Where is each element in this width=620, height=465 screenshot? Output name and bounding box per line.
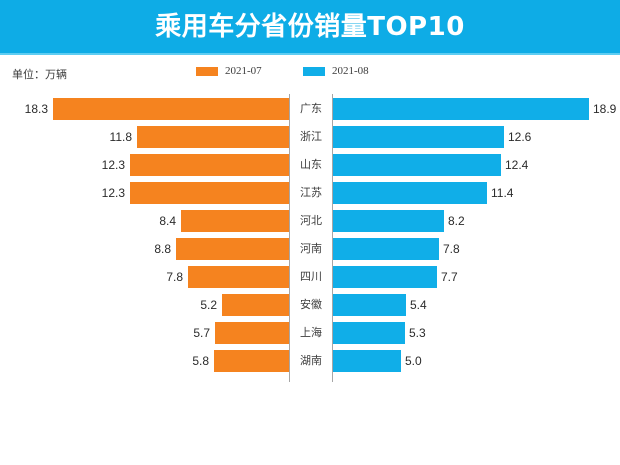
bar-2021-08[interactable] [333,182,487,204]
chart-row: 7.8 四川 7.7 [0,262,620,290]
value-label-2021-08: 5.4 [410,298,427,312]
value-label-2021-07: 5.7 [193,326,210,340]
bar-2021-07[interactable] [130,182,289,204]
category-label: 山东 [300,158,322,171]
axis-line-left [289,94,290,382]
legend-item-2021-08[interactable]: 2021-08 [303,65,369,77]
value-label-2021-07: 18.3 [24,102,48,116]
bar-2021-07[interactable] [214,350,289,372]
bar-2021-08[interactable] [333,210,444,232]
legend-swatch-orange-icon [196,66,218,76]
chart-rows-container: 18.3 广东 18.9 11.8 浙江 12.6 12.3 山东 12.4 12.3 江苏 11.4… [0,94,620,374]
bar-2021-07[interactable] [215,322,289,344]
value-label-2021-08: 5.3 [409,326,426,340]
category-label: 安徽 [300,298,322,311]
page-title: 乘用车分省份销量TOP10 [155,11,465,42]
chart-row: 5.8 湖南 5.0 [0,346,620,374]
legend-strip: 单位：万辆 2021-07 2021-08 [0,62,620,86]
value-label-2021-08: 8.2 [448,214,465,228]
value-label-2021-07: 12.3 [101,158,125,172]
bar-2021-08[interactable] [333,350,401,372]
value-label-2021-08: 18.9 [593,102,617,116]
value-label-2021-08: 5.0 [405,354,422,368]
legend-item-2021-07[interactable]: 2021-07 [196,65,262,77]
header-underline-divider [0,53,620,55]
bar-2021-07[interactable] [188,266,289,288]
category-label: 湖南 [300,354,322,367]
category-label: 浙江 [300,130,322,143]
bar-2021-08[interactable] [333,98,589,120]
value-label-2021-07: 11.8 [109,130,132,144]
chart-row: 11.8 浙江 12.6 [0,122,620,150]
category-label: 广东 [300,102,322,115]
chart-row: 5.7 上海 5.3 [0,318,620,346]
bar-2021-08[interactable] [333,126,504,148]
bar-2021-07[interactable] [53,98,289,120]
bar-2021-08[interactable] [333,266,437,288]
category-label: 河北 [300,214,322,227]
chart-row: 5.2 安徽 5.4 [0,290,620,318]
chart-row: 8.8 河南 7.8 [0,234,620,262]
value-label-2021-07: 8.8 [154,242,171,256]
bar-2021-08[interactable] [333,322,405,344]
bar-2021-07[interactable] [222,294,289,316]
axis-line-right [332,94,333,382]
value-label-2021-08: 7.8 [443,242,460,256]
value-label-2021-07: 5.8 [192,354,209,368]
value-label-2021-07: 5.2 [200,298,217,312]
category-label: 江苏 [300,186,322,199]
value-label-2021-07: 7.8 [166,270,183,284]
chart-row: 8.4 河北 8.2 [0,206,620,234]
bar-2021-08[interactable] [333,154,501,176]
bar-2021-07[interactable] [137,126,289,148]
bar-2021-07[interactable] [130,154,289,176]
legend-swatch-blue-icon [303,66,325,76]
category-label: 上海 [300,326,322,339]
category-label: 河南 [300,242,322,255]
unit-label: 单位：万辆 [12,68,67,81]
category-label: 四川 [300,270,322,283]
legend-label-2021-07: 2021-07 [225,65,262,77]
value-label-2021-08: 7.7 [441,270,458,284]
chart-plot-area: 18.3 广东 18.9 11.8 浙江 12.6 12.3 山东 12.4 12.3 江苏 11.4… [0,94,620,384]
value-label-2021-07: 8.4 [159,214,176,228]
chart-row: 12.3 江苏 11.4 [0,178,620,206]
value-label-2021-08: 11.4 [491,186,514,200]
bar-2021-08[interactable] [333,238,439,260]
bar-2021-08[interactable] [333,294,406,316]
value-label-2021-08: 12.6 [508,130,532,144]
chart-row: 12.3 山东 12.4 [0,150,620,178]
chart-row: 18.3 广东 18.9 [0,94,620,122]
bar-2021-07[interactable] [181,210,289,232]
legend-label-2021-08: 2021-08 [332,65,369,77]
value-label-2021-07: 12.3 [101,186,125,200]
chart-header-banner: 乘用车分省份销量TOP10 [0,0,620,53]
bar-2021-07[interactable] [176,238,289,260]
value-label-2021-08: 12.4 [505,158,529,172]
